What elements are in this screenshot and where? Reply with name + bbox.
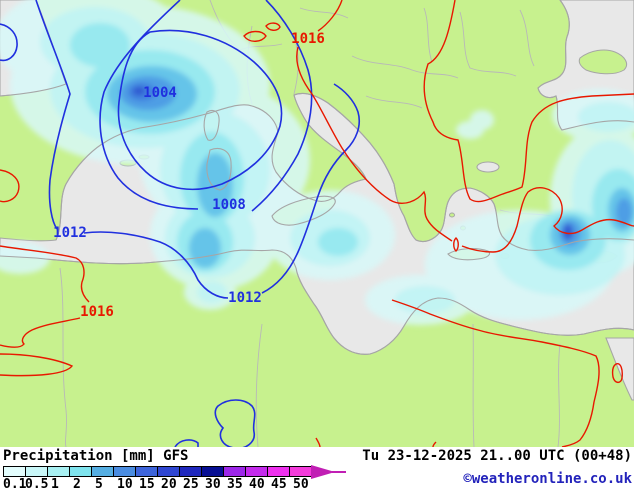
sea-of-marmara — [476, 161, 500, 173]
legend-tick-label: 25 — [183, 477, 199, 490]
legend-color-segment — [289, 466, 311, 477]
crimea — [578, 49, 628, 75]
legend-color-segment — [179, 466, 201, 477]
aegean-island — [449, 212, 455, 218]
copyright-link[interactable]: ©weatheronline.co.uk — [463, 471, 632, 487]
legend-tick-label: 35 — [227, 477, 243, 490]
legend-tick-label: 40 — [249, 477, 265, 490]
isobar-value-label: 1004 — [143, 85, 177, 101]
legend-tick-label: 0.1 — [3, 477, 27, 490]
isobars-low — [0, 0, 361, 447]
isobar-value-label: 1008 — [212, 197, 246, 213]
legend-tick-label: 30 — [205, 477, 221, 490]
legend-color-segment — [91, 466, 113, 477]
greater-than-max-arrow-icon — [311, 464, 335, 479]
legend-footer: Precipitation [mm] GFS Tu 23-12-2025 21.… — [0, 447, 634, 490]
legend-tick-label: 50 — [293, 477, 309, 490]
legend-color-segment — [25, 466, 47, 477]
legend-color-segment — [47, 466, 69, 477]
map-title: Precipitation [mm] GFS — [3, 448, 189, 464]
legend-color-segment — [113, 466, 135, 477]
legend-tick-label: 5 — [95, 477, 103, 490]
legend-color-segment — [69, 466, 91, 477]
isobar-value-label: 1012 — [53, 225, 87, 241]
legend-color-segment — [157, 466, 179, 477]
isobar-value-label: 1012 — [228, 290, 262, 306]
isobars-high — [0, 0, 634, 447]
isobar-value-label: 1016 — [80, 304, 114, 320]
legend-color-segment — [3, 466, 25, 477]
scale-tick-labels: 0.1 0.5 1 2 5 10 15 20 25 30 35 40 45 50 — [3, 477, 363, 490]
red-sea — [605, 337, 634, 401]
legend-color-segment — [135, 466, 157, 477]
isobar-value-label: 1016 — [291, 31, 325, 47]
legend-tick-label: 10 — [117, 477, 133, 490]
legend-color-segment — [245, 466, 267, 477]
precipitation-color-scale — [3, 464, 335, 479]
legend-color-segment — [267, 466, 289, 477]
precipitation-shading — [0, 0, 634, 325]
weather-map: 1004 1008 1012 1012 1016 1016 — [0, 0, 634, 447]
isobar-labels: 1004 1008 1012 1012 1016 1016 — [53, 31, 325, 320]
legend-color-segment — [223, 466, 245, 477]
legend-tick-label: 20 — [161, 477, 177, 490]
legend-tick-label: 0.5 — [25, 477, 49, 490]
legend-tick-label: 45 — [271, 477, 287, 490]
arrow-tail — [332, 471, 346, 473]
legend-tick-label: 15 — [139, 477, 155, 490]
map-canvas: 1004 1008 1012 1012 1016 1016 — [0, 0, 634, 447]
legend-color-segment — [201, 466, 223, 477]
legend-tick-label: 2 — [73, 477, 81, 490]
valid-time: Tu 23-12-2025 21..00 UTC (00+48) — [362, 448, 632, 464]
legend-tick-label: 1 — [51, 477, 59, 490]
